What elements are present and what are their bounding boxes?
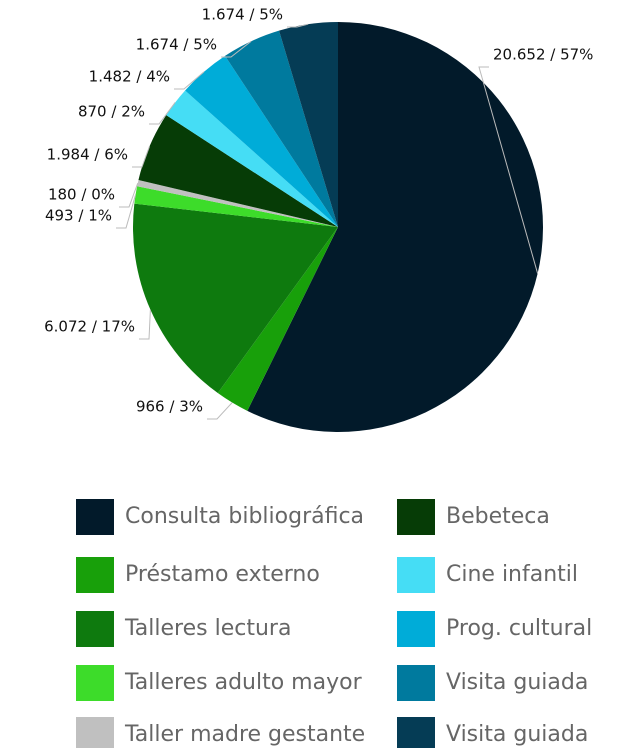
- legend-swatch: [397, 499, 435, 535]
- legend-swatch: [76, 611, 114, 647]
- data-label: 20.652 / 57%: [493, 46, 593, 64]
- legend-label: Visita guiada: [446, 670, 588, 695]
- pie-slice: [133, 203, 338, 394]
- legend-swatch: [76, 717, 114, 748]
- legend-label: Visita guiada: [446, 722, 588, 747]
- leader-line: [116, 194, 137, 229]
- data-label: 1.674 / 5%: [202, 6, 283, 24]
- legend-label: Taller madre gestante: [124, 722, 365, 747]
- data-label: 1.984 / 6%: [47, 146, 128, 164]
- data-label: 870 / 2%: [78, 103, 145, 121]
- legend-swatch: [76, 557, 114, 593]
- legend-label: Talleres adulto mayor: [124, 670, 363, 695]
- data-label: 6.072 / 17%: [44, 318, 135, 336]
- leader-line: [287, 23, 309, 28]
- leader-line: [149, 102, 176, 125]
- leader-line: [119, 182, 139, 208]
- legend-swatch: [397, 557, 435, 593]
- pie-slice: [137, 179, 338, 227]
- legend-swatch: [76, 665, 114, 701]
- pie-slice: [217, 227, 338, 411]
- legend-label: Bebeteca: [446, 504, 550, 529]
- legend-swatch: [397, 611, 435, 647]
- legend-swatch: [397, 717, 435, 748]
- leader-line: [174, 71, 205, 90]
- leader-line: [207, 402, 233, 420]
- leader-line: [139, 309, 151, 340]
- legend-label: Cine infantil: [446, 562, 578, 587]
- leader-line: [478, 66, 539, 274]
- leader-line: [221, 40, 252, 58]
- data-label: 493 / 1%: [45, 207, 112, 225]
- legend-label: Consulta bibliográfica: [125, 504, 364, 529]
- legend-label: Talleres lectura: [124, 616, 291, 641]
- data-label: 180 / 0%: [48, 186, 115, 204]
- legend-label: Préstamo externo: [125, 562, 320, 587]
- data-label: 966 / 3%: [136, 398, 203, 416]
- pie-slice: [166, 90, 338, 227]
- legend-swatch: [397, 665, 435, 701]
- legend-label: Prog. cultural: [446, 616, 592, 641]
- data-label: 1.482 / 4%: [89, 68, 170, 86]
- pie-slice: [225, 30, 338, 227]
- pie-slice: [138, 115, 338, 227]
- pie-slice: [185, 55, 338, 227]
- leader-line: [132, 146, 151, 168]
- pie-slice: [279, 22, 338, 227]
- pie-slice: [134, 186, 338, 227]
- pie-slice: [247, 22, 543, 432]
- data-label: 1.674 / 5%: [136, 36, 217, 54]
- legend-swatch: [76, 499, 114, 535]
